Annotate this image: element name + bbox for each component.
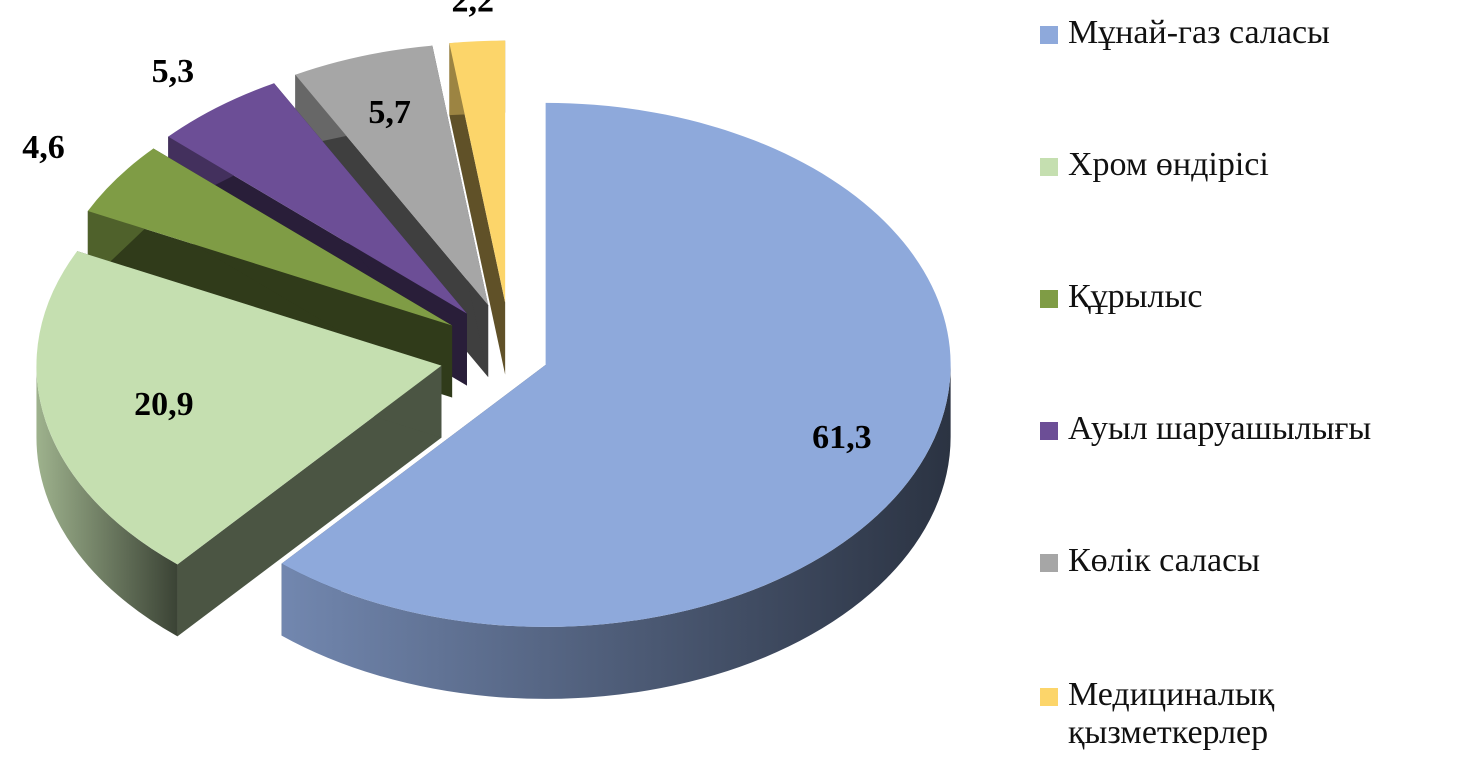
data-label-agriculture: 5,3 xyxy=(152,53,195,90)
pie-slice-medical xyxy=(449,40,506,375)
legend-label-agriculture: Ауыл шаруашылығы xyxy=(1068,410,1372,447)
legend-swatch-agriculture xyxy=(1040,422,1058,440)
pie-chart-svg: 61,3 20,9 4,6 5,3 5,7 2,2 xyxy=(22,0,951,699)
data-label-chrome: 20,9 xyxy=(134,386,194,423)
legend-item-oil-gas: Мұнай-газ саласы xyxy=(1040,14,1438,52)
pie-slice-chrome xyxy=(36,251,442,637)
legend-item-chrome: Хром өндірісі xyxy=(1040,146,1438,184)
legend-swatch-oil-gas xyxy=(1040,26,1058,44)
legend-item-agriculture: Ауыл шаруашылығы xyxy=(1040,410,1438,448)
pie-slice-oil-gas xyxy=(281,102,951,699)
pie-chart: 61,3 20,9 4,6 5,3 5,7 2,2 xyxy=(22,0,951,699)
data-label-construction: 4,6 xyxy=(22,129,65,166)
legend-item-medical: Медициналық қызметкерлер xyxy=(1040,676,1438,752)
legend-swatch-construction xyxy=(1040,290,1058,308)
data-label-medical: 2,2 xyxy=(451,0,494,19)
legend-label-chrome: Хром өндірісі xyxy=(1068,146,1269,183)
legend-item-construction: Құрылыс xyxy=(1040,278,1438,316)
legend-label-construction: Құрылыс xyxy=(1068,278,1203,315)
legend-swatch-transport xyxy=(1040,554,1058,572)
legend-item-transport: Көлік саласы xyxy=(1040,542,1438,580)
legend-label-medical: Медициналық қызметкерлер xyxy=(1068,676,1275,751)
legend-swatch-chrome xyxy=(1040,158,1058,176)
data-label-oil-gas: 61,3 xyxy=(812,419,872,456)
legend-label-oil-gas: Мұнай-газ саласы xyxy=(1068,14,1330,51)
legend-swatch-medical xyxy=(1040,688,1058,706)
legend-label-transport: Көлік саласы xyxy=(1068,542,1260,579)
data-label-transport: 5,7 xyxy=(368,94,411,131)
